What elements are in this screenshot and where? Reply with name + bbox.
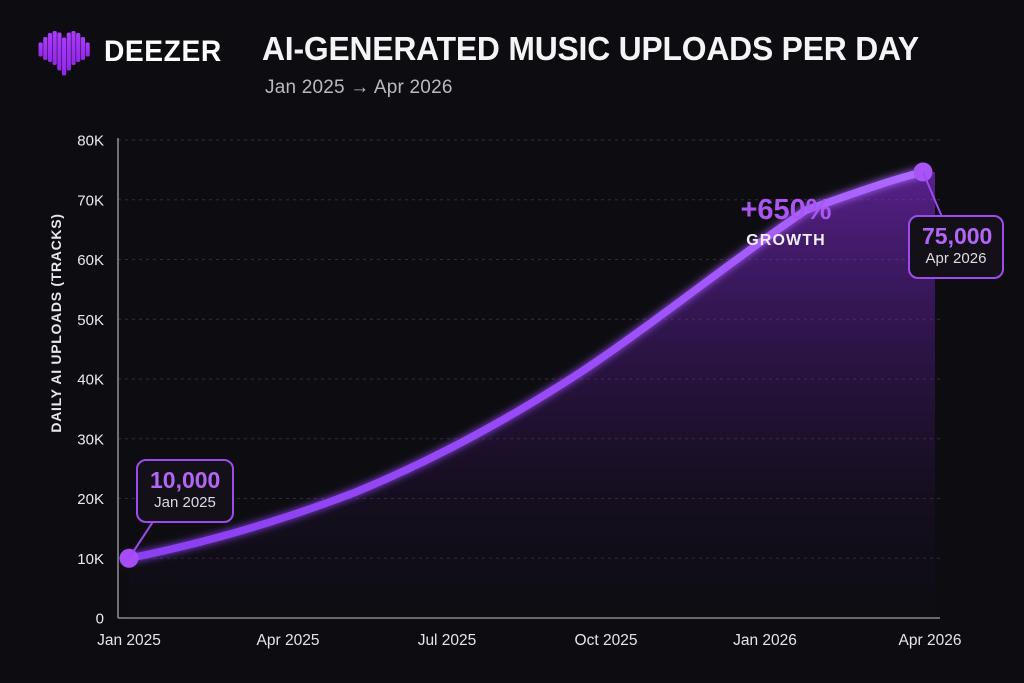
x-tick-jan-2025: Jan 2025 [97, 632, 161, 649]
y-axis-title: DAILY AI UPLOADS (TRACKS) [48, 213, 64, 433]
callout-start-value: 10,000 [150, 467, 221, 493]
y-tick-20k: 20K [77, 491, 104, 508]
callout-start-date: Jan 2025 [154, 493, 216, 511]
growth-label: GROWTH [746, 232, 826, 249]
title-block: AI-GENERATED MUSIC UPLOADS PER DAY Jan 2… [262, 30, 943, 99]
y-tick-60k: 60K [77, 252, 104, 269]
callout-start: 10,000 Jan 2025 [136, 459, 234, 523]
y-tick-40k: 40K [77, 372, 104, 389]
deezer-heart-equalizer-icon [38, 31, 90, 76]
y-tick-80k: 80K [77, 133, 104, 150]
page-subtitle: Jan 2025 → Apr 2026 [265, 76, 453, 98]
y-tick-0: 0 [96, 611, 104, 628]
area-fill [129, 172, 935, 618]
growth-percentage: +650% [740, 194, 832, 226]
y-tick-30k: 30K [77, 431, 104, 448]
x-tick-apr-2025: Apr 2025 [257, 632, 320, 649]
callout-end-date: Apr 2026 [925, 249, 987, 267]
brand-wordmark: DEEZER [104, 35, 222, 68]
x-tick-jul-2025: Jul 2025 [418, 632, 477, 649]
growth-annotation: +650% GROWTH [716, 196, 856, 250]
x-tick-labels: Jan 2025 Apr 2025 Jul 2025 Oct 2025 Jan … [97, 632, 961, 649]
y-tick-10k: 10K [77, 551, 104, 568]
y-tick-50k: 50K [77, 312, 104, 329]
trend-line [125, 168, 927, 563]
x-tick-jan-2026: Jan 2026 [733, 632, 797, 649]
callout-end-value: 75,000 [922, 223, 993, 249]
callout-end: 75,000 Apr 2026 [908, 215, 1004, 279]
x-tick-apr-2026: Apr 2026 [899, 632, 962, 649]
header: DEEZER AI-GENERATED MUSIC UPLOADS PER DA… [0, 0, 1024, 120]
callout-end-leader [922, 171, 943, 218]
y-tick-labels: 80K 70K 60K 50K 40K 30K 20K 10K 0 [77, 133, 104, 628]
y-tick-70k: 70K [77, 192, 104, 209]
brand-lockup: DEEZER [38, 26, 229, 78]
x-tick-oct-2025: Oct 2025 [575, 632, 638, 649]
page-title: AI-GENERATED MUSIC UPLOADS PER DAY [262, 30, 919, 67]
